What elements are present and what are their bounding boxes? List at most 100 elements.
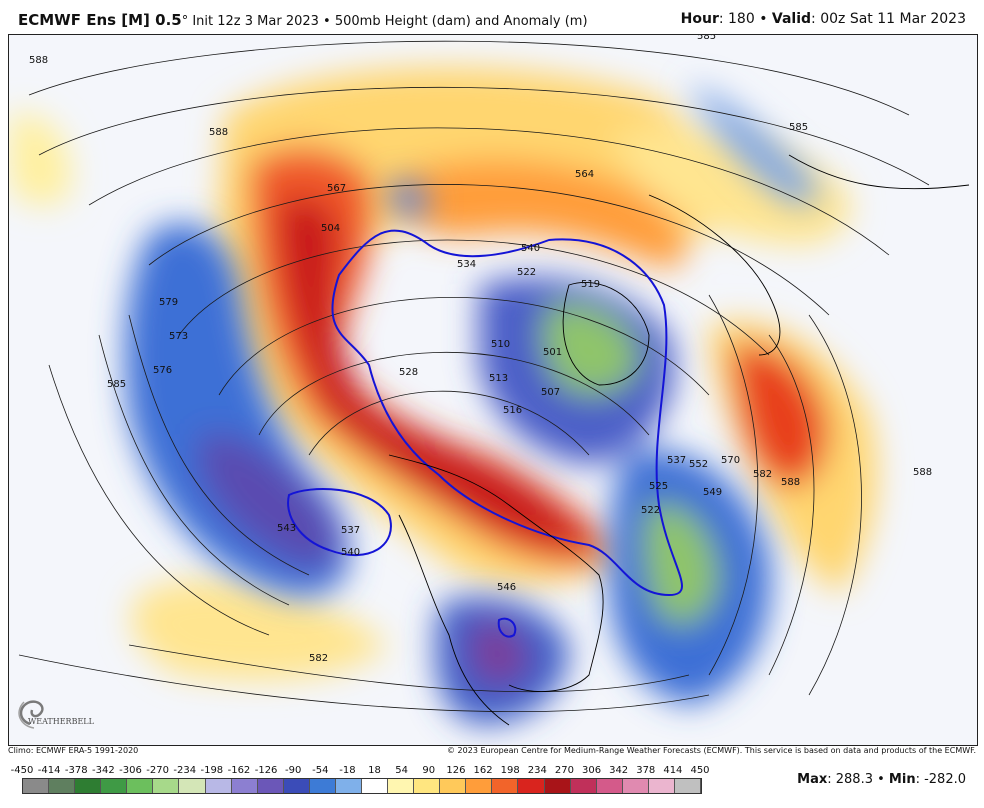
map-panel: 588 588 585 567 564 540 534 522 519 501 … [8, 34, 978, 746]
weatherbell-logo: WEATHERBELL [12, 694, 104, 736]
scale-label: -342 [92, 765, 115, 776]
scale-swatch [492, 779, 519, 793]
max-value: : 288.3 • [827, 772, 889, 787]
contour-label: 588 [29, 55, 48, 66]
scale-swatch [388, 779, 415, 793]
contour-label: 540 [521, 243, 540, 254]
valid-label: Valid [771, 11, 812, 27]
scale-swatch [49, 779, 76, 793]
scale-swatch [283, 779, 310, 793]
max-label: Max [797, 772, 828, 787]
scale-swatch [257, 779, 284, 793]
scale-swatch [440, 779, 467, 793]
scale-swatch [596, 779, 623, 793]
contour-label: 564 [575, 169, 594, 180]
contour-label: 585 [789, 122, 808, 133]
contour-label: 576 [153, 365, 172, 376]
min-value: : -282.0 [915, 772, 966, 787]
scale-label: 450 [690, 765, 710, 776]
init-text: Init 12z 3 Mar 2023 • 500mb Height (dam)… [188, 14, 588, 29]
scale-swatch [648, 779, 675, 793]
scale-swatch [466, 779, 493, 793]
scale-label: 342 [609, 765, 629, 776]
valid-time: Hour: 180 • Valid: 00z Sat 11 Mar 2023 [681, 11, 966, 27]
height-contours [18, 40, 930, 712]
contour-label: 570 [721, 455, 740, 466]
hour-label: Hour [680, 11, 719, 27]
540-dam-contour [287, 229, 683, 638]
scale-label: -378 [64, 765, 88, 776]
scale-label: 126 [446, 765, 466, 776]
chart-title: ECMWF Ens [M] 0.5° Init 12z 3 Mar 2023 •… [18, 11, 588, 29]
contour-label: 552 [689, 459, 708, 470]
scale-swatch [362, 779, 389, 793]
scale-swatch [153, 779, 180, 793]
scale-labels: -450 -414 -378 -342 -306 -270 -234 -198 -162 -126… [11, 765, 710, 777]
scale-label: 54 [395, 765, 409, 776]
scale-swatch [622, 779, 649, 793]
scale-label: -18 [339, 765, 356, 776]
scale-label: -54 [312, 765, 329, 776]
scale-label: -126 [254, 765, 278, 776]
coastlines [388, 154, 970, 726]
contour-label: 534 [457, 259, 476, 270]
anomaly-color-scale [22, 778, 702, 794]
min-label: Min [888, 772, 916, 787]
contour-label: 507 [541, 387, 560, 398]
model-name: ECMWF Ens [M] 0.5 [18, 11, 182, 29]
scale-label: -270 [146, 765, 169, 776]
contour-label: 546 [497, 582, 516, 593]
copyright-credit: © 2023 European Centre for Medium-Range … [447, 746, 976, 755]
scale-swatch [127, 779, 154, 793]
header: ECMWF Ens [M] 0.5° Init 12z 3 Mar 2023 •… [0, 0, 984, 36]
scale-swatch [231, 779, 258, 793]
contour-label: 537 [667, 455, 686, 466]
contour-labels: 588 588 585 567 564 540 534 522 519 501 … [29, 35, 932, 664]
contour-label: 510 [491, 339, 510, 350]
contour-label: 588 [913, 467, 932, 478]
scale-swatch [101, 779, 128, 793]
scale-swatch [414, 779, 441, 793]
scale-swatch [205, 779, 232, 793]
contour-label: 579 [159, 297, 178, 308]
contour-label: 567 [327, 183, 346, 194]
scale-label: 378 [636, 765, 656, 776]
climo-credit: Climo: ECMWF ERA-5 1991-2020 [8, 746, 139, 755]
anomaly-map: 588 588 585 567 564 540 534 522 519 501 … [9, 35, 977, 745]
contour-label: 519 [581, 279, 600, 290]
scale-label: -450 [10, 765, 34, 776]
logo-text: WEATHERBELL [28, 717, 95, 726]
contour-label: 573 [169, 331, 188, 342]
scale-swatch [309, 779, 336, 793]
contour-label: 585 [697, 35, 716, 42]
contour-label: 588 [781, 477, 800, 488]
max-min-stats: Max: 288.3 • Min: -282.0 [797, 772, 966, 787]
contour-label: 522 [641, 505, 660, 516]
scale-label: 414 [663, 765, 683, 776]
scale-label: 234 [527, 765, 547, 776]
contour-label: 582 [753, 469, 772, 480]
valid-value: : 00z Sat 11 Mar 2023 [811, 11, 966, 27]
contour-label: 540 [341, 547, 360, 558]
scale-swatch [674, 779, 702, 793]
logo-swirl-icon: WEATHERBELL [18, 700, 95, 729]
scale-swatch [544, 779, 571, 793]
contour-label: 528 [399, 367, 418, 378]
scale-label: -306 [119, 765, 142, 776]
contour-label: 516 [503, 405, 522, 416]
scale-swatch [518, 779, 545, 793]
contour-label: 543 [277, 523, 296, 534]
contour-label: 549 [703, 487, 722, 498]
scale-swatch [179, 779, 206, 793]
scale-label: 90 [422, 765, 436, 776]
scale-label: -90 [285, 765, 302, 776]
scale-label: -162 [227, 765, 251, 776]
contour-label: 582 [309, 653, 328, 664]
hour-value: : 180 • [718, 11, 772, 27]
scale-label: -414 [37, 765, 61, 776]
scale-swatch [570, 779, 597, 793]
scale-label: -198 [200, 765, 224, 776]
scale-label: 198 [500, 765, 520, 776]
scale-label: 18 [368, 765, 381, 776]
degree-symbol: ° [181, 14, 189, 29]
